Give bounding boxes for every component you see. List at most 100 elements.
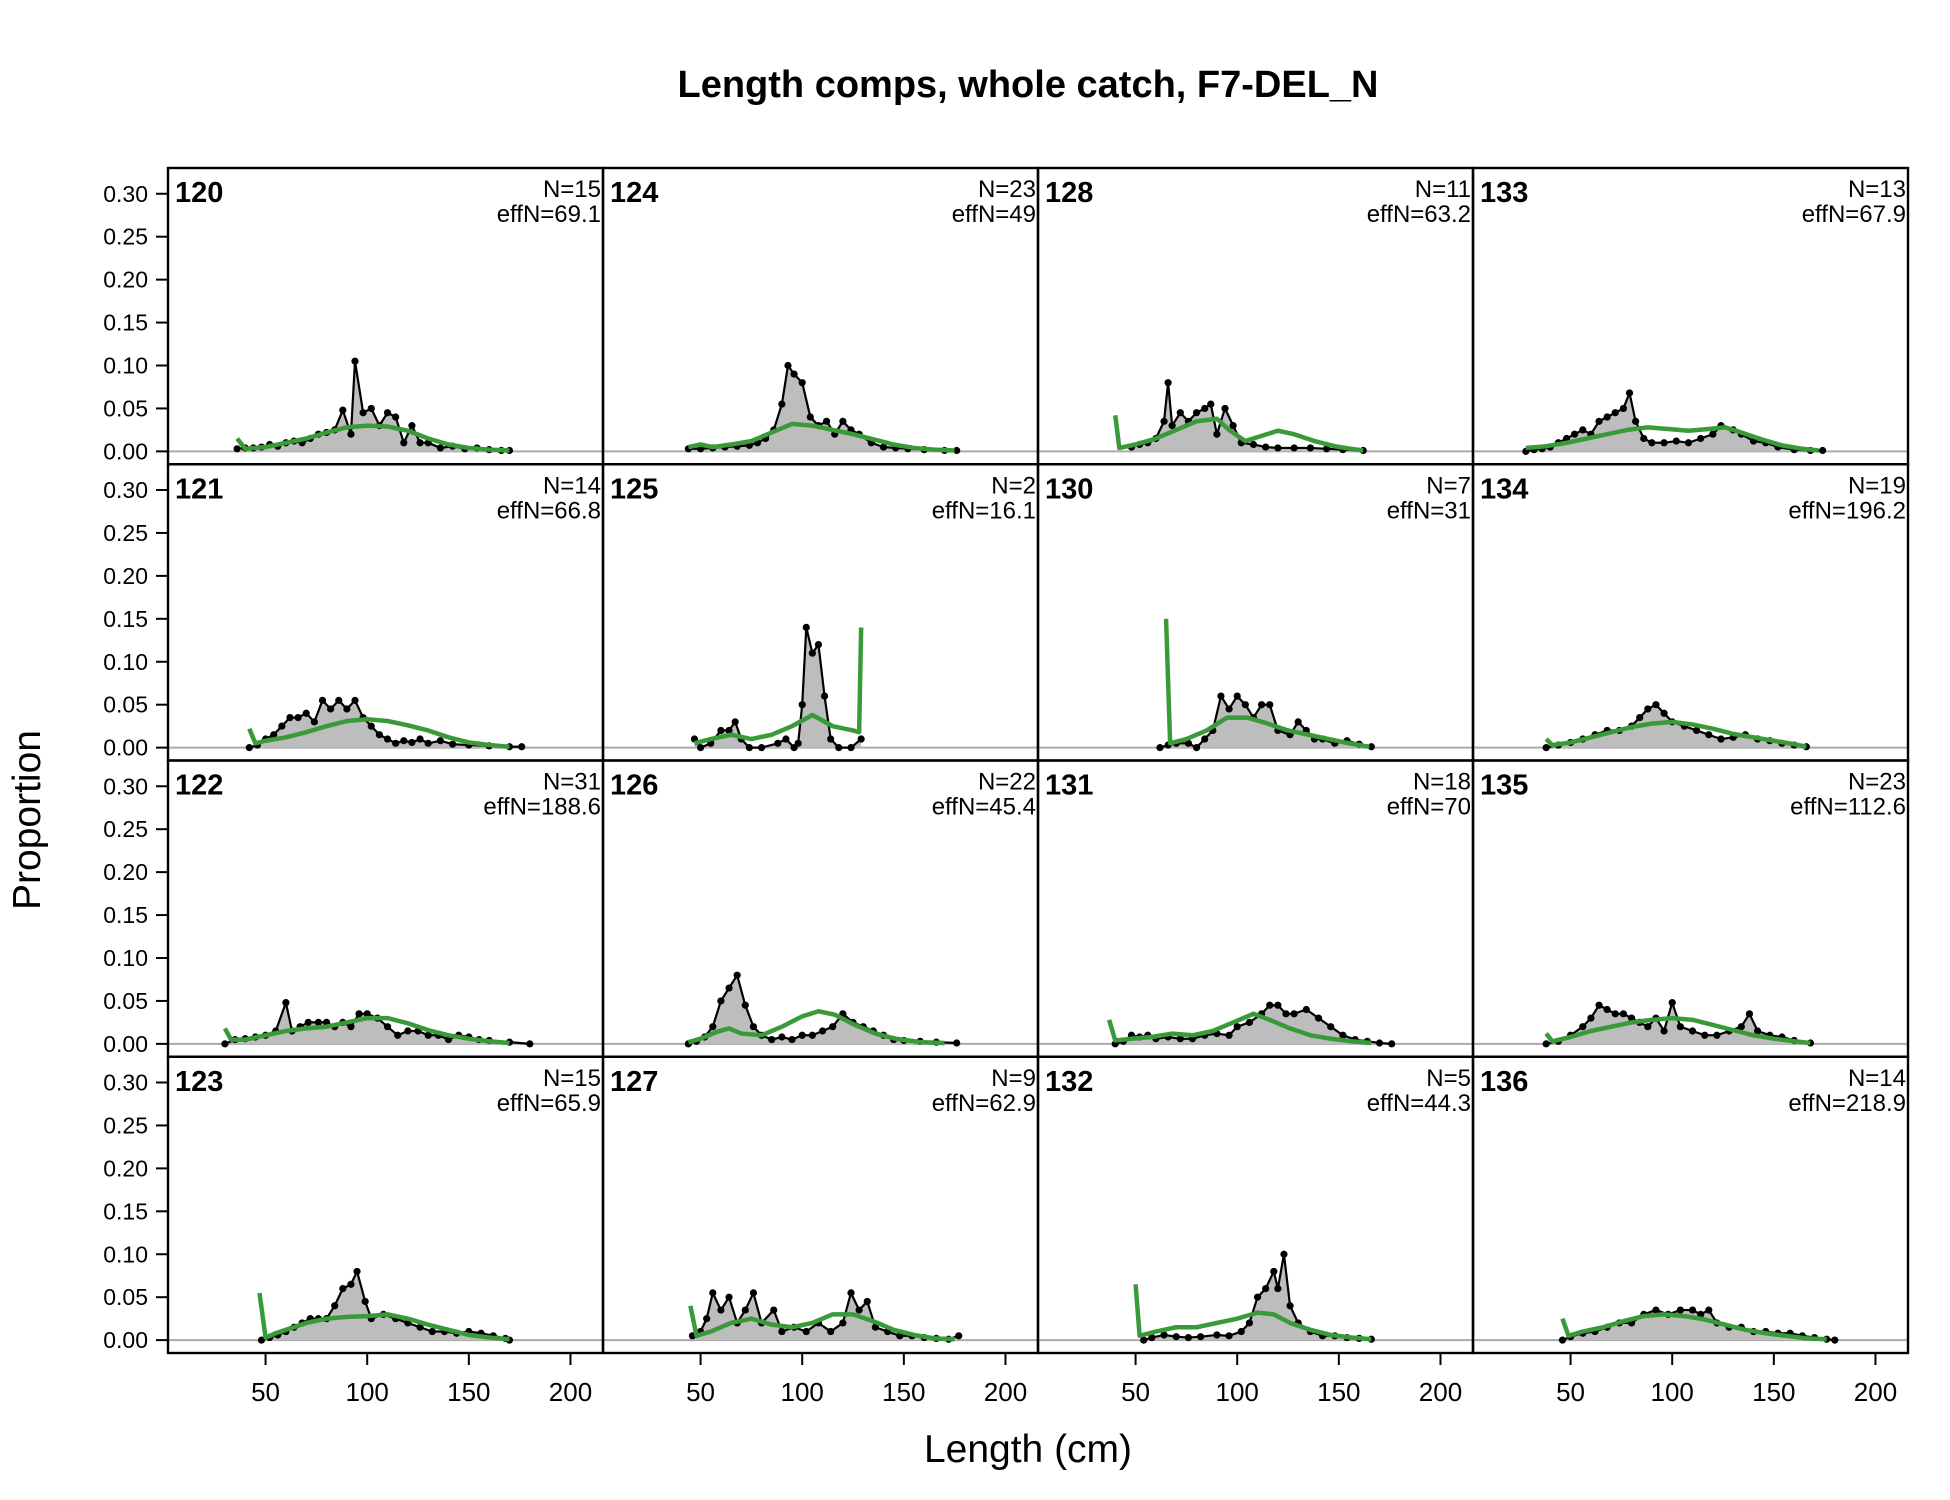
observed-point xyxy=(314,1018,323,1027)
observed-point xyxy=(1306,444,1314,452)
panel-n: N=15 xyxy=(543,1065,601,1092)
observed-point xyxy=(778,400,786,408)
observed-point xyxy=(278,722,286,730)
observed-point xyxy=(1701,1031,1709,1039)
observed-point xyxy=(1237,1327,1245,1336)
observed-point xyxy=(1302,1005,1310,1014)
observed-point xyxy=(1314,1014,1323,1022)
x-tick-label: 150 xyxy=(447,1377,490,1407)
panel-n: N=14 xyxy=(543,472,601,499)
observed-point xyxy=(347,430,355,438)
panel-effn: effN=196.2 xyxy=(1788,497,1906,524)
observed-point xyxy=(1632,417,1640,425)
y-tick-label: 0.30 xyxy=(103,477,148,503)
panel-effn: effN=218.9 xyxy=(1788,1090,1906,1117)
observed-point xyxy=(304,1018,312,1027)
y-tick-label: 0.15 xyxy=(103,902,148,928)
x-tick-label: 50 xyxy=(251,1377,280,1407)
y-tick-label: 0.15 xyxy=(103,1198,148,1224)
observed-point xyxy=(1692,726,1701,735)
panel-n: N=9 xyxy=(991,1065,1036,1092)
observed-point xyxy=(839,417,847,425)
panel-effn: effN=69.1 xyxy=(497,201,601,228)
panel-effn: effN=112.6 xyxy=(1790,794,1906,821)
observed-point xyxy=(392,413,400,421)
observed-point xyxy=(806,413,814,421)
observed-point xyxy=(745,744,753,752)
expected-line xyxy=(1133,1284,1372,1342)
observed-point xyxy=(814,640,823,649)
observed-point xyxy=(798,1031,806,1039)
observed-point xyxy=(1388,1040,1396,1048)
observed-point xyxy=(416,1323,424,1331)
observed-point xyxy=(818,1027,827,1035)
expected-line xyxy=(687,421,955,453)
observed-point xyxy=(1737,1023,1745,1031)
observed-point xyxy=(1201,404,1209,413)
panel-effn: effN=65.9 xyxy=(497,1090,601,1117)
observed-point xyxy=(1257,701,1266,709)
panel-n: N=31 xyxy=(543,769,601,796)
observed-point xyxy=(1652,1306,1660,1314)
observed-point xyxy=(1148,1333,1156,1342)
observed-point xyxy=(953,1039,961,1047)
observed-line xyxy=(693,627,862,750)
panel-n: N=7 xyxy=(1426,472,1471,499)
y-tick-label: 0.20 xyxy=(103,563,148,589)
observed-point xyxy=(855,1306,863,1314)
observed-point xyxy=(1603,1005,1611,1014)
panel-border xyxy=(1471,1055,1910,1355)
x-axis-label: Length (cm) xyxy=(923,1428,1133,1471)
observed-point xyxy=(802,1327,810,1336)
observed-point xyxy=(383,409,392,417)
observed-point xyxy=(294,713,302,722)
observed-point xyxy=(408,738,416,747)
y-tick-label: 0.10 xyxy=(103,649,148,675)
observed-point xyxy=(1221,404,1229,413)
observed-point xyxy=(1648,439,1656,447)
panel-effn: effN=49 xyxy=(952,201,1036,228)
observed-point xyxy=(351,696,359,704)
panel-effn: effN=66.8 xyxy=(497,497,601,524)
observed-point xyxy=(1640,434,1648,443)
panel-n: N=22 xyxy=(978,769,1036,796)
y-tick-label: 0.00 xyxy=(103,735,148,761)
observed-point xyxy=(847,1289,855,1297)
observed-point xyxy=(1571,430,1579,438)
panel-effn: effN=45.4 xyxy=(932,794,1036,821)
observed-point xyxy=(327,705,335,713)
observed-point xyxy=(1160,417,1168,425)
observed-point xyxy=(1668,999,1676,1007)
observed-point xyxy=(353,1267,361,1276)
observed-point xyxy=(1201,735,1209,743)
observed-point xyxy=(879,443,888,451)
observed-point xyxy=(1225,1332,1233,1340)
observed-point xyxy=(1542,744,1550,752)
x-tick-label: 100 xyxy=(346,1377,389,1407)
panel-effn: effN=70 xyxy=(1387,794,1471,821)
expected-line xyxy=(1560,1312,1827,1342)
x-tick-label: 150 xyxy=(1317,1377,1360,1407)
expected-line xyxy=(222,1015,510,1046)
observed-point xyxy=(725,984,733,992)
x-tick-label: 150 xyxy=(1752,1377,1795,1407)
observed-point xyxy=(1717,735,1725,743)
observed-point xyxy=(798,701,806,709)
observed-point xyxy=(1286,1302,1294,1310)
observed-point xyxy=(351,357,359,365)
expected-line xyxy=(687,1008,945,1046)
observed-point xyxy=(847,744,855,752)
observed-point xyxy=(1225,705,1233,713)
observed-point xyxy=(731,718,739,726)
expected-line xyxy=(688,1305,955,1342)
observed-point xyxy=(1197,1333,1205,1341)
panel-label: 122 xyxy=(175,770,223,802)
y-tick-label: 0.20 xyxy=(103,859,148,885)
